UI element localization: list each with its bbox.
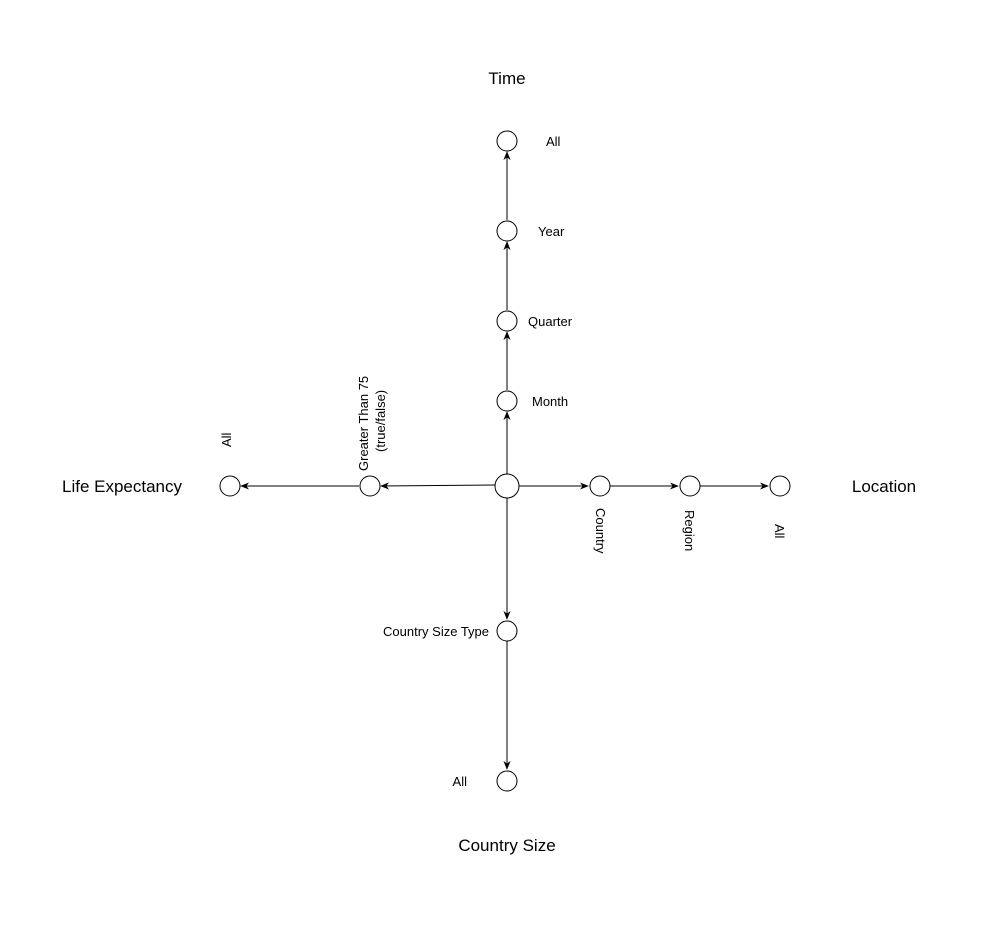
life-level-greater-than-75-label: Greater Than 75 — [356, 376, 371, 471]
region-node — [679, 475, 701, 497]
life-expectancy-all-node — [219, 475, 241, 497]
time-level-all-label: All — [546, 134, 561, 149]
size-level-country-size-type-label: Country Size Type — [383, 624, 489, 639]
time-level-month-label: Month — [532, 394, 568, 409]
location-level-all-label: All — [772, 524, 787, 539]
edge-center-to-greater-than-75 — [380, 482, 496, 490]
location-all-node — [769, 475, 791, 497]
time-level-year-label: Year — [538, 224, 565, 239]
life-level-true-false-label: (true/false) — [373, 390, 388, 452]
month-node — [496, 390, 518, 412]
quarter-node — [496, 310, 518, 332]
size-level-all-label: All — [453, 774, 468, 789]
location-axis-title: Location — [852, 477, 916, 496]
time-axis-title: Time — [488, 69, 525, 88]
center-node — [494, 473, 520, 499]
life-level-all-label: All — [219, 432, 234, 447]
country-node — [589, 475, 611, 497]
time-all-node — [496, 130, 518, 152]
location-level-region-label: Region — [682, 510, 697, 551]
time-level-quarter-label: Quarter — [528, 314, 573, 329]
greater-than-75-node — [359, 475, 381, 497]
country-size-type-node — [496, 620, 518, 642]
country-size-all-node — [496, 770, 518, 792]
country-size-axis-title: Country Size — [458, 836, 555, 855]
year-node — [496, 220, 518, 242]
life-expectancy-axis-title: Life Expectancy — [62, 477, 183, 496]
location-level-country-label: Country — [593, 508, 608, 554]
